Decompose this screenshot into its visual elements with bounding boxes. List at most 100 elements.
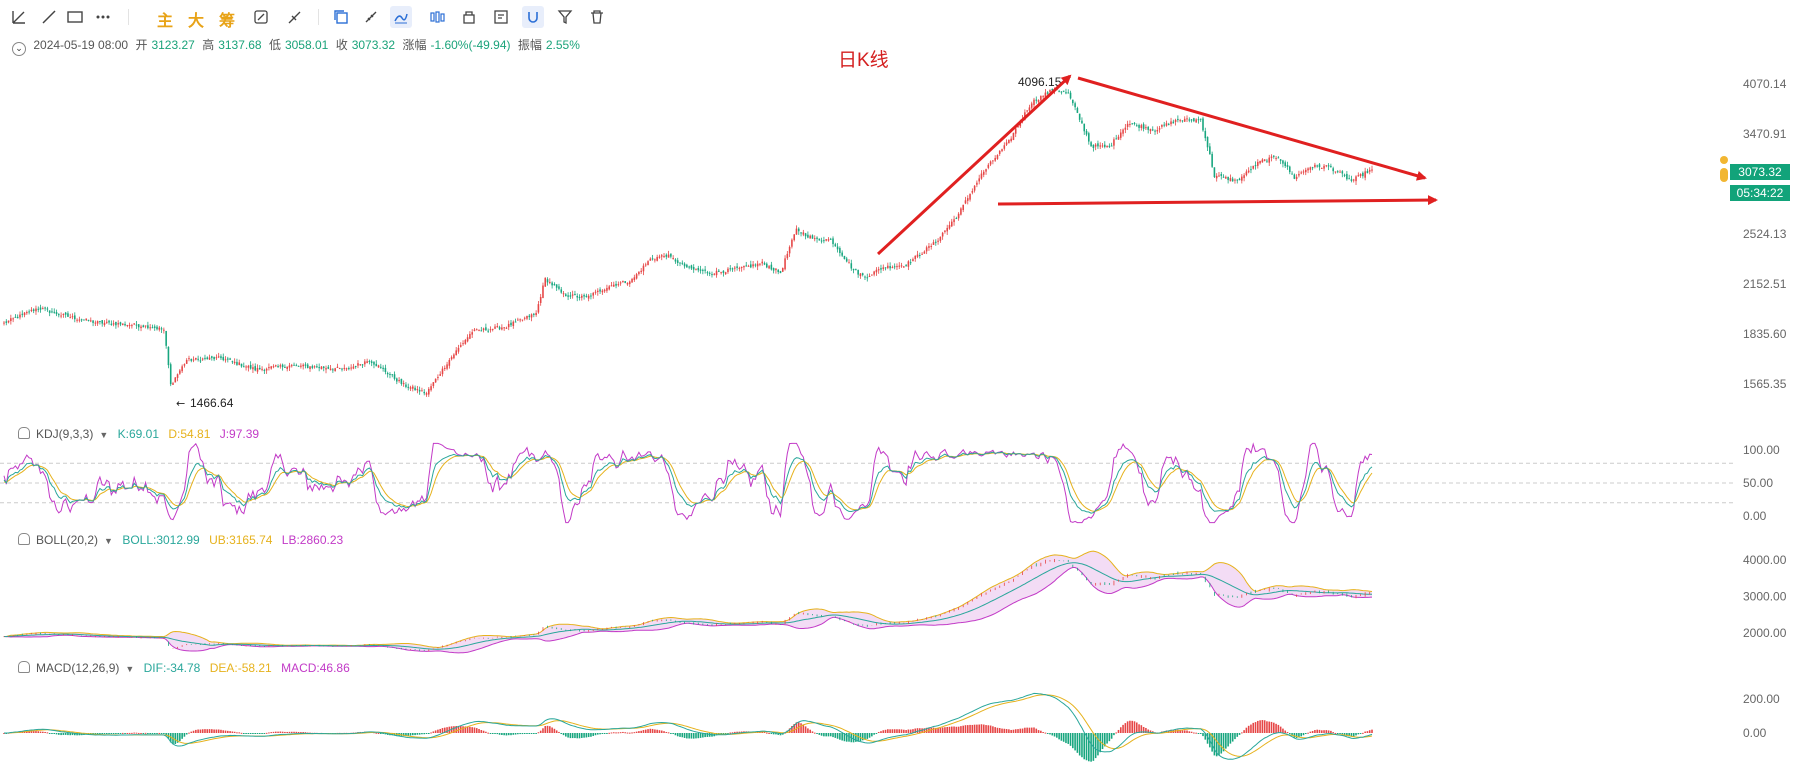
candle-body xyxy=(380,366,382,368)
candle-body xyxy=(252,367,254,370)
candle-body xyxy=(731,268,734,270)
macd-bar xyxy=(539,730,542,733)
kdj-legend: KDJ(9,3,3) ▼ K:69.01 D:54.81 J:97.39 xyxy=(18,427,265,441)
candle-body xyxy=(1350,179,1353,181)
candle-body xyxy=(795,228,798,235)
candle-body xyxy=(288,365,291,368)
caret-down-icon[interactable]: ▼ xyxy=(125,664,135,674)
trendline-icon[interactable] xyxy=(8,6,30,28)
caret-down-icon[interactable]: ▼ xyxy=(99,430,109,440)
bell-icon[interactable] xyxy=(18,427,30,439)
candle-body xyxy=(1046,92,1049,94)
macd-bar xyxy=(1115,732,1118,734)
trash-icon[interactable] xyxy=(586,6,608,28)
macd-bar xyxy=(1044,732,1047,734)
candle-body xyxy=(857,270,859,275)
line-icon[interactable] xyxy=(38,6,60,28)
copy-icon[interactable] xyxy=(330,6,352,28)
candle-body xyxy=(596,290,599,293)
zhu-tool[interactable]: 主 xyxy=(157,13,174,30)
candle-body xyxy=(706,272,709,274)
candle-body xyxy=(1286,165,1289,167)
candles-icon[interactable] xyxy=(426,6,448,28)
candle-body xyxy=(535,312,537,316)
candle-body xyxy=(802,232,805,235)
macd-bar xyxy=(240,732,243,734)
macd-bar xyxy=(738,731,741,733)
da-tool[interactable]: 大 xyxy=(188,13,205,30)
macd-bar xyxy=(889,729,891,733)
macd-bar xyxy=(133,732,135,734)
macd-bar xyxy=(827,733,830,737)
candle-body xyxy=(211,356,213,358)
macd-bar xyxy=(55,733,58,735)
candle-body xyxy=(1325,165,1328,167)
macd-bar xyxy=(553,728,556,733)
macd-bar xyxy=(519,733,521,735)
kdj-name[interactable]: KDJ(9,3,3) xyxy=(36,427,94,441)
caret-down-icon[interactable]: ▼ xyxy=(104,536,113,546)
candle-body xyxy=(736,266,738,268)
macd-bar xyxy=(818,733,821,735)
candle-body xyxy=(827,239,830,241)
candle-body xyxy=(443,367,446,369)
chou-tool[interactable]: 筹 xyxy=(219,13,236,30)
ruler-icon[interactable] xyxy=(360,6,382,28)
candle-body xyxy=(185,359,188,364)
candle-body xyxy=(1275,157,1277,159)
candle-body xyxy=(261,368,263,370)
filter-icon[interactable] xyxy=(554,6,576,28)
macd-bar xyxy=(1067,733,1070,744)
brush-icon[interactable] xyxy=(284,6,306,28)
macd-bar xyxy=(544,726,547,733)
note-icon[interactable] xyxy=(490,6,512,28)
macd-bar xyxy=(558,731,560,733)
price-scale-handle[interactable] xyxy=(1720,156,1728,186)
candle-body xyxy=(1202,118,1204,131)
macd-bar xyxy=(1293,733,1296,738)
candle-body xyxy=(871,274,873,276)
candle-body xyxy=(336,366,339,368)
macd-bar xyxy=(1330,730,1332,733)
candle-body xyxy=(1270,156,1273,158)
collapse-icon[interactable]: ⌄ xyxy=(12,42,26,56)
candle-body xyxy=(1149,129,1152,132)
boll-name[interactable]: BOLL(20,2) xyxy=(36,533,99,547)
macd-bar xyxy=(884,729,887,733)
macd-bar xyxy=(599,733,601,735)
candle-body xyxy=(1218,175,1220,177)
bell-icon[interactable] xyxy=(18,661,30,673)
candle-body xyxy=(683,263,686,267)
candle-body xyxy=(651,258,654,260)
candle-body xyxy=(366,361,368,363)
macd-bar xyxy=(898,729,901,733)
candle-body xyxy=(692,267,695,270)
candle-body xyxy=(496,326,499,328)
candle-body xyxy=(498,327,501,330)
macd-bar xyxy=(775,733,777,735)
macd-bar xyxy=(252,733,254,734)
draw-active-icon[interactable] xyxy=(390,6,412,28)
candle-body xyxy=(201,358,204,360)
macd-bar xyxy=(224,730,227,733)
candle-body xyxy=(852,268,855,271)
candle-body xyxy=(1250,169,1252,171)
macd-bar xyxy=(462,726,464,733)
annotate-icon[interactable] xyxy=(250,6,272,28)
macd-bar xyxy=(852,733,855,743)
candle-body xyxy=(816,237,818,239)
candle-body xyxy=(898,265,901,267)
macd-bar xyxy=(256,733,259,734)
magnet-icon[interactable] xyxy=(522,6,544,28)
macd-bar xyxy=(140,732,142,734)
lock-icon[interactable] xyxy=(458,6,480,28)
macd-bar xyxy=(213,729,215,733)
rectangle-icon[interactable] xyxy=(64,6,86,28)
candle-body xyxy=(1156,129,1159,132)
more-icon[interactable] xyxy=(92,6,114,28)
candle-body xyxy=(343,367,346,369)
bell-icon[interactable] xyxy=(18,533,30,545)
macd-bar xyxy=(1263,720,1266,733)
macd-name[interactable]: MACD(12,26,9) xyxy=(36,661,120,675)
